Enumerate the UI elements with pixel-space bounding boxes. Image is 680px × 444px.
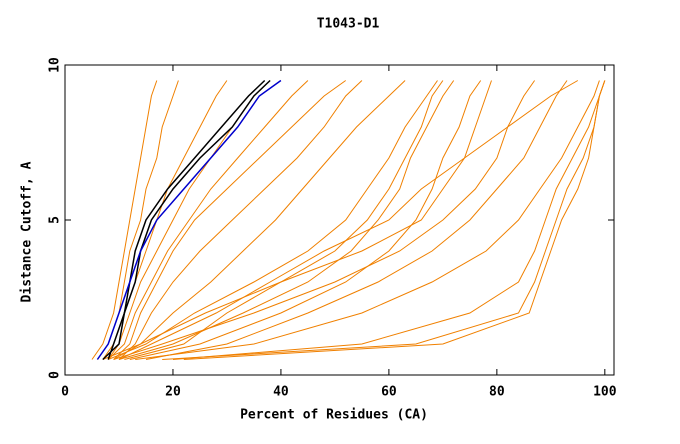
y-tick-label: 5: [48, 216, 63, 224]
series-line: [113, 80, 536, 360]
series-line: [145, 80, 568, 360]
series-line: [162, 80, 606, 360]
x-tick-label: 80: [489, 385, 505, 400]
x-tick-label: 60: [381, 385, 397, 400]
series-line: [113, 80, 346, 360]
series-line: [107, 80, 309, 360]
series-line: [118, 80, 363, 360]
series-line: [129, 80, 482, 360]
y-tick-label: 10: [48, 57, 63, 73]
series-line: [113, 80, 406, 360]
y-axis-label: Distance Cutoff, A: [20, 161, 35, 302]
x-tick-label: 100: [593, 385, 617, 400]
series-line: [96, 79, 282, 360]
series-line: [172, 80, 606, 360]
x-axis-label: Percent of Residues (CA): [240, 408, 428, 423]
series-line: [91, 80, 158, 360]
series-line: [135, 80, 600, 360]
series-line: [118, 80, 579, 360]
series-line: [124, 80, 492, 360]
series-line: [107, 79, 266, 360]
plot-frame: [64, 64, 615, 376]
x-tick-label: 40: [273, 385, 289, 400]
series-line: [102, 80, 444, 360]
series-line: [118, 80, 455, 360]
series-line: [102, 79, 271, 361]
chart-title: T1043-D1: [317, 17, 380, 32]
x-tick-label: 20: [165, 385, 181, 400]
x-tick-label: 0: [61, 385, 69, 400]
series-line: [108, 80, 438, 360]
y-tick-label: 0: [48, 371, 63, 379]
